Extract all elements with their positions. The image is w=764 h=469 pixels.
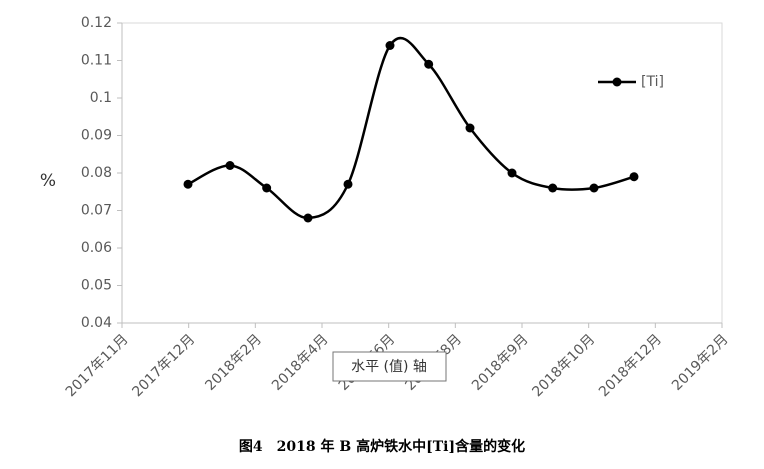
x-tick-label: 2017年12月 <box>129 331 198 400</box>
y-tick-label: 0.09 <box>81 128 112 144</box>
data-point <box>424 59 434 69</box>
x-tick-label: 2018年4月 <box>269 331 332 394</box>
x-tick-label: 2018年10月 <box>529 331 598 400</box>
y-tick-label: 0.08 <box>81 165 112 181</box>
data-point <box>465 123 475 133</box>
data-point <box>225 161 235 170</box>
series-line <box>187 36 635 220</box>
data-point <box>183 179 193 189</box>
y-tick-label: 0.06 <box>81 240 112 256</box>
data-point <box>548 183 558 193</box>
data-point <box>343 179 353 189</box>
y-tick-label: 0.1 <box>90 90 112 106</box>
tooltip-box <box>332 351 447 382</box>
tooltip-text: 水平 (值) 轴 <box>351 359 427 375</box>
data-point <box>629 172 639 182</box>
legend-label: [Ti] <box>641 74 664 90</box>
x-tick-label: 2017年11月 <box>63 331 132 400</box>
x-tick-label: 2018年2月 <box>202 331 265 394</box>
data-point <box>589 183 599 193</box>
x-tick-label: 2018年12月 <box>596 331 665 400</box>
y-tick-label: 0.04 <box>81 315 112 331</box>
data-point <box>303 213 313 223</box>
x-tick-label: 2019年2月 <box>669 331 732 394</box>
data-point <box>507 168 517 178</box>
legend-marker <box>612 77 622 87</box>
y-axis-label: % <box>40 171 56 191</box>
x-tick-label: 2018年9月 <box>469 331 532 394</box>
y-tick-label: 0.11 <box>81 53 112 69</box>
y-tick-label: 0.12 <box>81 15 112 31</box>
data-point <box>262 183 272 193</box>
y-tick-label: 0.07 <box>81 203 112 219</box>
data-point <box>385 41 395 50</box>
chart-title: 图4 2018 年 B 高炉铁水中[Ti]含量的变化 <box>239 438 525 455</box>
y-tick-label: 0.05 <box>81 278 112 294</box>
